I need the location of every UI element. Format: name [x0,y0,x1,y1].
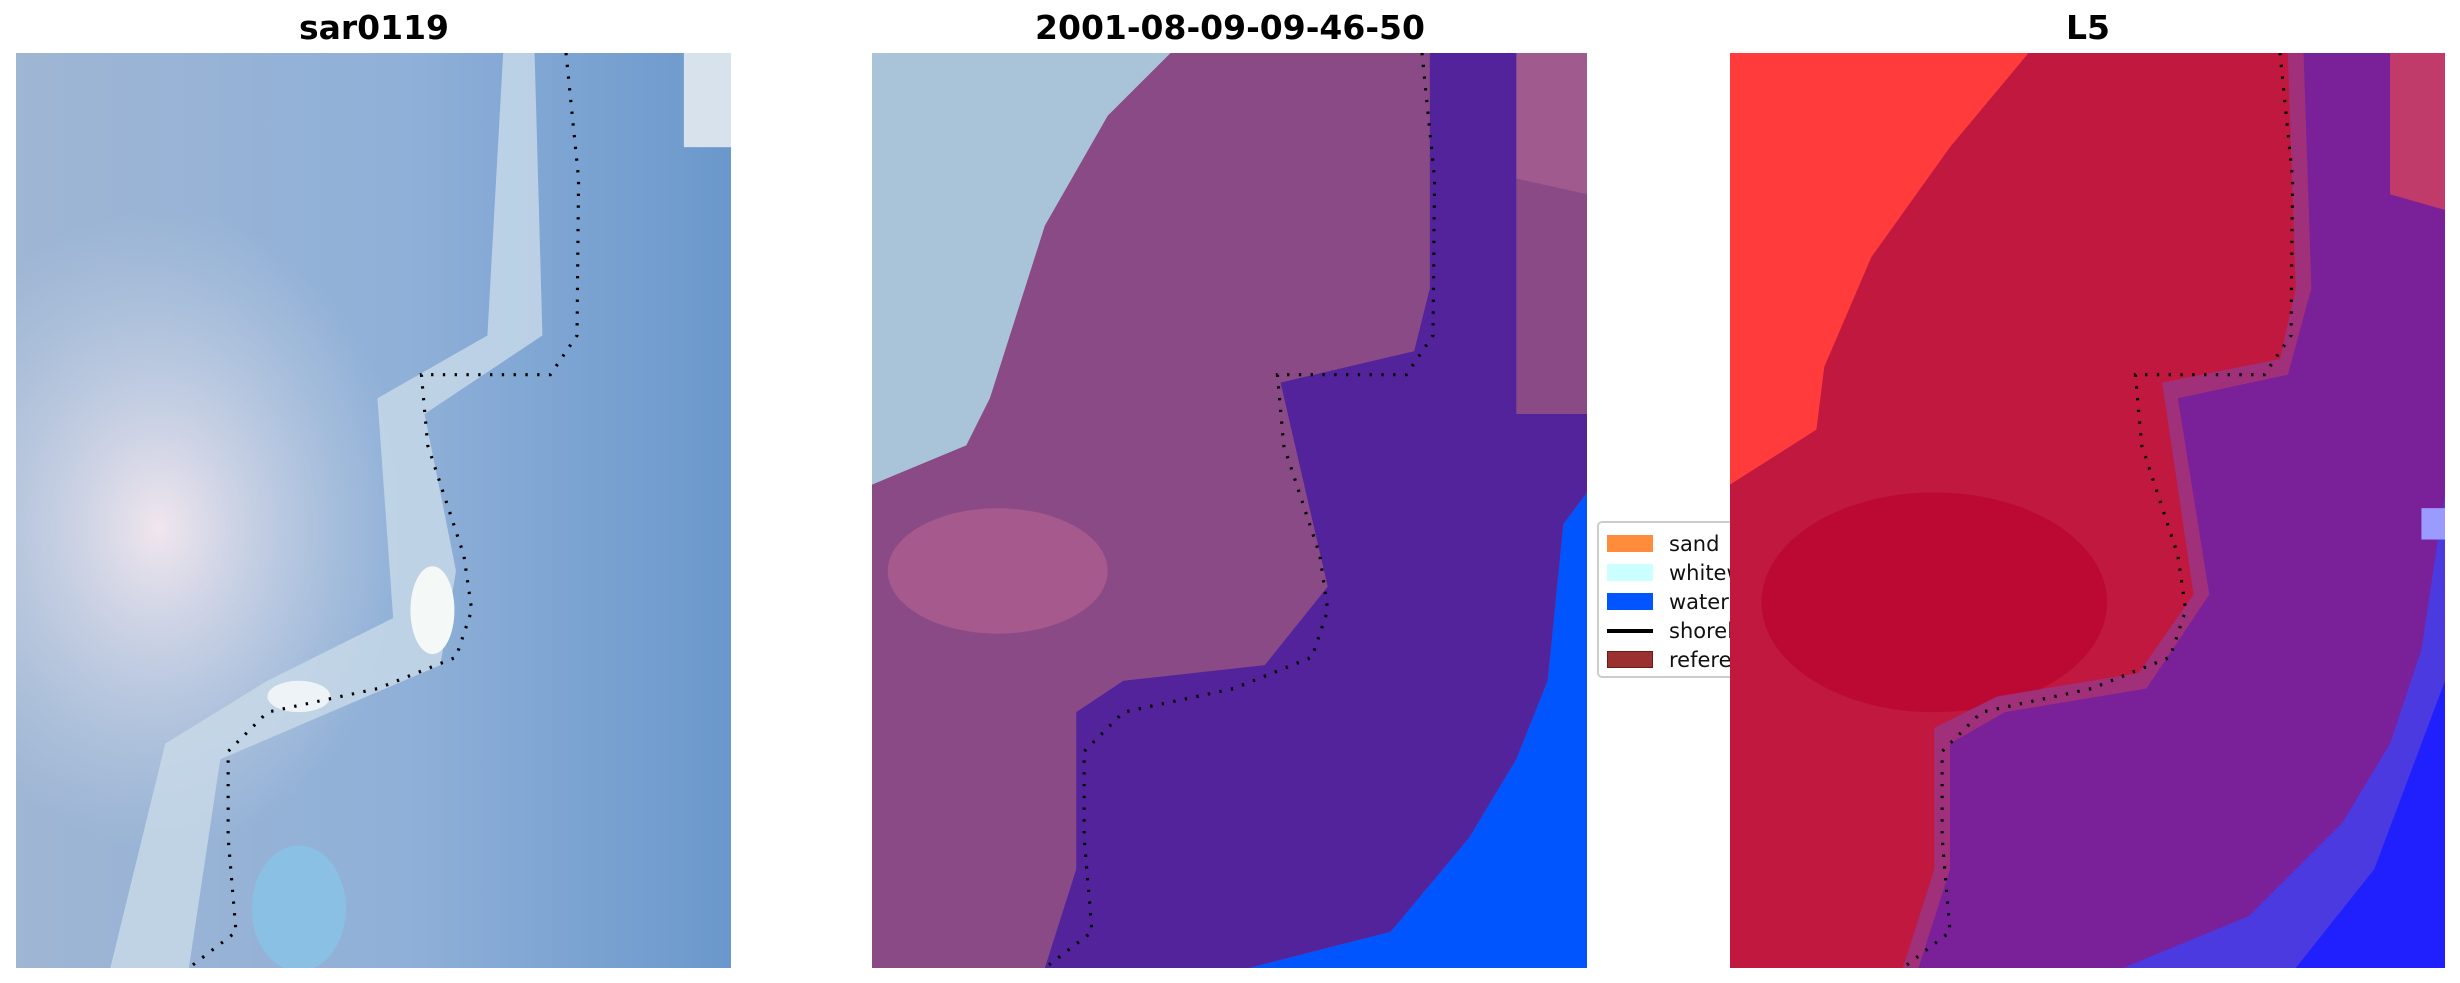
shoreline-line-swatch [1607,628,1653,633]
l5-panel [1730,53,2445,968]
classification-panel [872,53,1587,968]
panel-title-3: L5 [2066,8,2110,47]
legend-label: referer [1669,647,1741,672]
rgb-image-panel [16,53,731,968]
panel-title-1: sar0119 [298,8,450,47]
legend-label: water [1669,589,1729,614]
legend-item-reference: referer [1607,645,1765,674]
panel-title-2: 2001-08-09-09-46-50 [1035,8,1425,47]
water-swatch [1607,593,1653,610]
shoreline [187,53,581,968]
legend-label: shorel [1669,618,1734,643]
sand-swatch [1607,535,1653,552]
legend-item-sand: sand [1607,529,1765,558]
legend-label: sand [1669,531,1720,556]
legend-item-shoreline: shorel [1607,616,1765,645]
whitewater-swatch [1607,564,1653,581]
reference-swatch [1607,651,1653,668]
legend-item-water: water [1607,587,1765,616]
